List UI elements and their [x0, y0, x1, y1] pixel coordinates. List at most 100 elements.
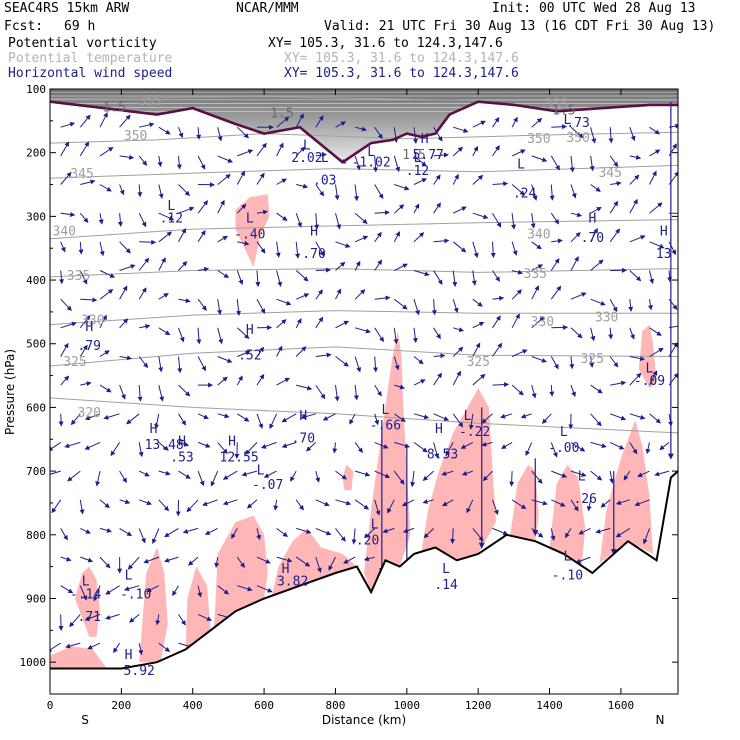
wind-arrow [60, 342, 69, 357]
wind-arrow [256, 346, 265, 357]
wind-arrow [354, 356, 362, 373]
extremum-label: L [367, 145, 375, 160]
wind-arrow [237, 149, 254, 157]
wind-arrow [60, 141, 70, 157]
wind-arrow [79, 114, 91, 128]
wind-arrow [668, 298, 678, 310]
wind-arrow [590, 259, 604, 271]
wind-arrow [649, 413, 661, 424]
wind-arrow [98, 213, 104, 225]
wind-arrow [422, 470, 434, 481]
wind-arrow [197, 155, 206, 170]
extremum-label: L [125, 568, 133, 583]
wind-arrow [246, 499, 258, 509]
wind-arrow [315, 384, 326, 400]
wind-arrow [472, 145, 479, 157]
terrain-fill [50, 471, 678, 694]
wind-arrow [178, 298, 191, 304]
wind-arrow [196, 327, 202, 345]
wind-arrow [178, 470, 191, 479]
wind-arrow [335, 499, 352, 506]
wind-arrow [214, 557, 220, 568]
wind-arrow [363, 556, 375, 562]
wind-arrow [80, 527, 91, 534]
wind-arrow [433, 238, 450, 244]
pv-region [510, 464, 539, 542]
wind-arrow [295, 346, 307, 357]
extremum-label: 13 [656, 247, 672, 262]
wind-arrow [629, 413, 646, 420]
pv-region [271, 528, 357, 599]
wind-arrow [295, 556, 311, 567]
wind-arrow [610, 181, 622, 186]
wind-arrow [80, 179, 96, 185]
wind-arrow [255, 270, 261, 288]
wind-arrow [472, 241, 479, 259]
wind-arrow [295, 146, 306, 157]
extremum-label: H [299, 409, 307, 424]
extremum-label: .71 [78, 610, 101, 625]
wind-arrow [550, 442, 558, 458]
wind-arrow [649, 370, 658, 386]
extremum-label: -.09 [634, 374, 665, 389]
wind-arrow [615, 499, 630, 506]
wind-arrow [315, 115, 324, 128]
wind-arrow [315, 241, 325, 257]
wind-arrow [471, 270, 477, 286]
y-tick-label: 200 [26, 147, 46, 160]
wind-arrow [590, 207, 602, 214]
wind-arrow [119, 184, 125, 196]
extremum-label: H [178, 435, 186, 450]
extremum-label: L [464, 409, 472, 424]
wind-arrow [198, 266, 210, 272]
wind-arrow [137, 385, 143, 402]
wind-arrow [281, 441, 297, 449]
wind-arrow [433, 152, 449, 158]
wind-arrow [315, 470, 321, 483]
wind-arrow [196, 127, 202, 140]
wind-arrow [236, 170, 245, 185]
wind-arrow [452, 413, 464, 428]
wind-arrow [69, 614, 81, 628]
wind-arrow [374, 441, 389, 449]
wind-arrow [433, 353, 446, 359]
wind-arrow [315, 267, 331, 273]
wind-arrow [374, 384, 382, 397]
wind-arrow [669, 325, 678, 329]
wind-arrow [531, 117, 543, 128]
x-tick-label: 1000 [394, 699, 421, 712]
wind-arrow [197, 470, 205, 487]
wind-arrow [433, 126, 443, 142]
wind-arrow [332, 442, 338, 454]
wind-arrow [374, 184, 384, 200]
extremum-label: L [442, 562, 450, 577]
wind-arrow [609, 356, 619, 368]
extremum-label: L [257, 463, 265, 478]
wind-arrow [197, 585, 203, 598]
wind-arrow [99, 112, 108, 128]
wind-arrow [155, 614, 161, 626]
wind-arrow [188, 556, 199, 566]
wind-arrow [413, 155, 427, 167]
wind-arrow [99, 384, 112, 393]
wind-arrow [245, 442, 258, 455]
wind-arrow [531, 384, 537, 399]
wind-arrow [373, 356, 379, 373]
wind-arrow [99, 527, 112, 533]
wind-arrow [236, 270, 244, 286]
extremum-label: H [660, 224, 668, 239]
theta-contour-335 [50, 268, 678, 278]
wind-arrow [413, 413, 430, 420]
wind-arrow [629, 356, 646, 361]
wind-arrow [79, 315, 91, 329]
forecast-hour: 69 h [64, 19, 96, 34]
wind-arrow [217, 327, 224, 345]
wind-arrow [138, 642, 144, 656]
wind-arrow [178, 327, 185, 343]
wind-arrow [511, 116, 518, 128]
wind-arrow [433, 270, 443, 285]
wind-arrow [256, 209, 269, 215]
extremum-label: H [85, 320, 93, 335]
wind-arrow [659, 442, 670, 451]
wind-arrow [80, 381, 92, 387]
